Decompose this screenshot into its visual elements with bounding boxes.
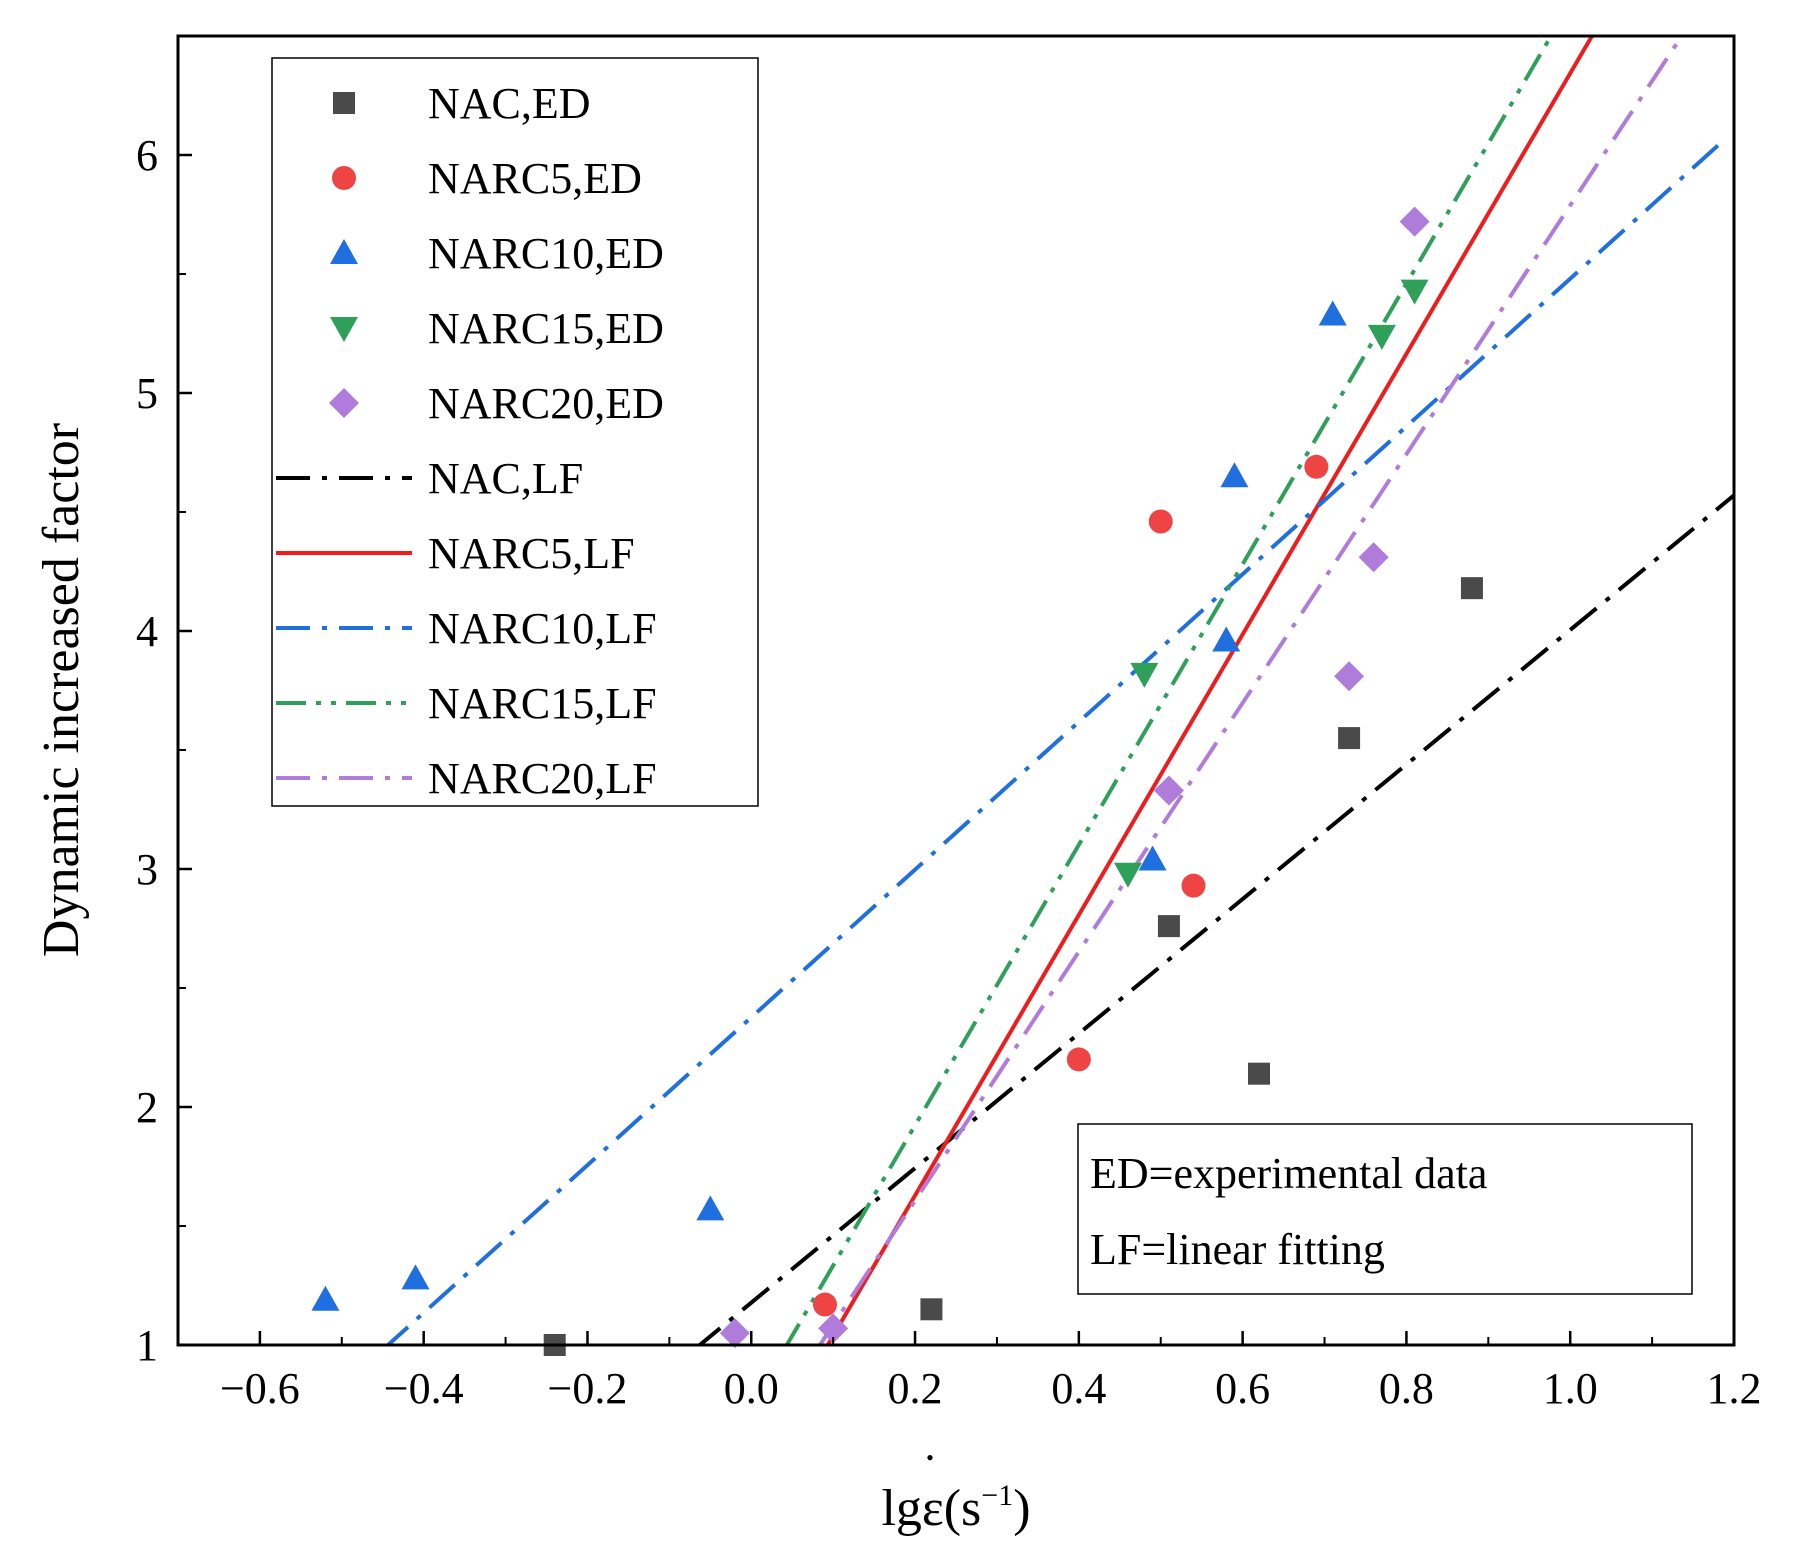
y-axis-title: Dynamic increased factor xyxy=(33,423,90,957)
y-tick-label: 3 xyxy=(136,845,158,894)
point-narc15-ed-3 xyxy=(1400,279,1429,305)
point-narc10-ed-4 xyxy=(1212,626,1241,652)
point-narc15-ed-0 xyxy=(1113,862,1142,888)
x-tick-label: 1.2 xyxy=(1707,1364,1762,1413)
legend-label-narc20-ed: NARC20,ED xyxy=(428,379,664,428)
point-nac-ed-1 xyxy=(920,1298,943,1321)
x-axis-title-main: lgε(s xyxy=(881,1480,981,1537)
fit-line-narc5-lf xyxy=(825,36,1595,1345)
point-narc20-ed-5 xyxy=(1399,206,1430,237)
x-axis-title-dot: • xyxy=(926,1445,934,1470)
point-narc15-ed-1 xyxy=(1130,662,1159,688)
x-tick-label: 0.8 xyxy=(1379,1364,1434,1413)
fit-lines xyxy=(385,36,1734,1345)
y-tick-label: 1 xyxy=(136,1321,158,1370)
point-narc5-ed-4 xyxy=(1304,454,1329,479)
data-points xyxy=(311,206,1483,1356)
x-tick-label: 1.0 xyxy=(1543,1364,1598,1413)
point-narc20-ed-2 xyxy=(1153,775,1184,806)
point-narc5-ed-0 xyxy=(812,1292,837,1317)
y-tick-label: 5 xyxy=(136,369,158,418)
x-tick-label: 0.4 xyxy=(1051,1364,1106,1413)
point-narc10-ed-1 xyxy=(401,1264,430,1290)
x-axis-title-text: lgε(s−1) xyxy=(881,1479,1030,1537)
legend-marker-narc5-ed xyxy=(332,166,356,190)
annotation-line-1: ED=experimental data xyxy=(1090,1149,1487,1198)
point-nac-ed-4 xyxy=(1338,727,1361,750)
fit-line-nac-lf xyxy=(696,493,1734,1345)
legend-label-narc5-lf: NARC5,LF xyxy=(428,529,635,578)
point-nac-ed-3 xyxy=(1248,1062,1271,1085)
point-narc5-ed-1 xyxy=(1066,1047,1091,1072)
point-narc20-ed-1 xyxy=(818,1313,849,1344)
legend-label-nac-ed: NAC,ED xyxy=(428,79,591,128)
point-narc10-ed-2 xyxy=(696,1195,725,1221)
x-tick-label: −0.4 xyxy=(384,1364,464,1413)
legend-label-nac-lf: NAC,LF xyxy=(428,454,583,503)
y-axis: 1 2 3 4 5 6 xyxy=(136,35,192,1370)
point-narc15-ed-2 xyxy=(1367,324,1396,350)
y-tick-label: 4 xyxy=(136,607,158,656)
x-tick-label: −0.2 xyxy=(548,1364,628,1413)
point-narc10-ed-5 xyxy=(1220,462,1249,488)
legend: NAC,ED NARC5,ED NARC10,ED NARC15,ED NARC20,E… xyxy=(271,57,759,807)
annotation-box: ED=experimental data LF=linear fitting xyxy=(1077,1123,1693,1295)
annotation-line-2: LF=linear fitting xyxy=(1090,1225,1385,1274)
fit-line-narc10-lf xyxy=(385,136,1728,1345)
legend-label-narc5-ed: NARC5,ED xyxy=(428,154,642,203)
y-tick-label: 2 xyxy=(136,1083,158,1132)
point-nac-ed-5 xyxy=(1460,577,1483,600)
fit-line-narc15-lf xyxy=(784,36,1554,1345)
x-tick-label: 0.6 xyxy=(1215,1364,1270,1413)
point-narc10-ed-6 xyxy=(1318,300,1347,326)
legend-label-narc20-lf: NARC20,LF xyxy=(428,754,657,803)
point-narc5-ed-2 xyxy=(1148,509,1173,534)
point-narc20-ed-4 xyxy=(1358,542,1389,573)
point-narc20-ed-3 xyxy=(1334,661,1365,692)
legend-label-narc15-ed: NARC15,ED xyxy=(428,304,664,353)
x-axis: −0.6 −0.4 −0.2 0.0 0.2 0.4 0.6 0.8 1.0 1.2 xyxy=(177,1331,1762,1413)
legend-marker-narc10-ed xyxy=(330,239,358,264)
point-narc10-ed-3 xyxy=(1138,845,1167,871)
x-axis-title-close: ) xyxy=(1013,1480,1030,1537)
y-tick-label: 6 xyxy=(136,131,158,180)
legend-label-narc10-lf: NARC10,LF xyxy=(428,604,657,653)
point-narc20-ed-0 xyxy=(719,1318,750,1349)
legend-label-narc15-lf: NARC15,LF xyxy=(428,679,657,728)
legend-marker-nac-ed xyxy=(333,92,355,114)
x-tick-label: 0.0 xyxy=(724,1364,779,1413)
x-tick-label: 0.2 xyxy=(888,1364,943,1413)
annotation-frame xyxy=(1077,1123,1693,1295)
legend-marker-narc20-ed xyxy=(329,388,359,418)
x-axis-title-sup: −1 xyxy=(981,1479,1013,1512)
legend-marker-narc15-ed xyxy=(330,317,358,342)
x-tick-label: −0.6 xyxy=(220,1364,300,1413)
fit-line-narc20-lf xyxy=(817,36,1685,1345)
plot-frame xyxy=(176,34,1736,1347)
x-axis-title: • lgε(s−1) xyxy=(881,1445,1030,1537)
point-narc10-ed-0 xyxy=(311,1285,340,1311)
point-narc5-ed-3 xyxy=(1181,873,1206,898)
point-nac-ed-2 xyxy=(1157,915,1180,938)
legend-label-narc10-ed: NARC10,ED xyxy=(428,229,664,278)
